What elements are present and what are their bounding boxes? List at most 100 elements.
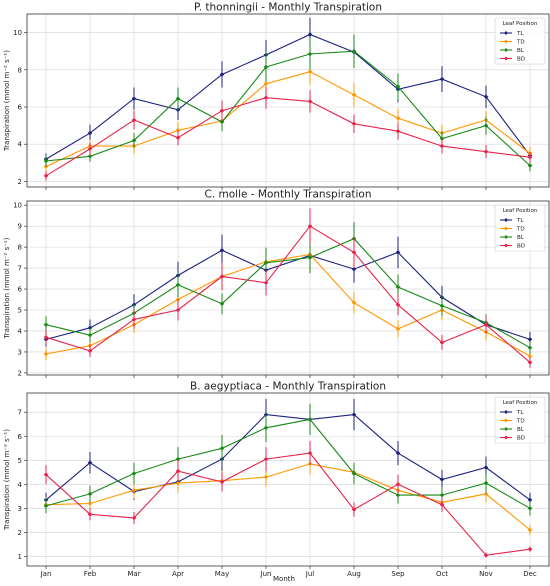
y-tick-label: 6: [18, 286, 23, 294]
y-tick-label: 4: [18, 481, 23, 489]
y-tick-label: 4: [18, 327, 23, 335]
y-tick-label: 4: [18, 141, 23, 149]
series-line: [45, 33, 531, 160]
legend-item-label: BD: [517, 57, 525, 63]
legend-swatch-marker: [504, 435, 508, 440]
data-point: [351, 266, 357, 272]
x-tick-label: Feb: [84, 570, 97, 578]
data-point: [307, 51, 313, 57]
series-line: [45, 225, 531, 363]
legend: Leaf Position TL TD BL BD: [494, 204, 546, 252]
data-point: [175, 135, 181, 141]
x-tick-label: Mar: [127, 570, 140, 578]
data-point: [263, 260, 269, 266]
data-point: [395, 482, 401, 487]
y-tick-label: 2: [18, 369, 22, 377]
x-tick-label: Apr: [172, 570, 184, 578]
chart-panel-1: 2 4 6 8 10 P. thonningii - Monthly Transpirat…: [3, 2, 550, 190]
data-point: [527, 353, 533, 359]
series-tl: [43, 17, 533, 165]
data-point: [439, 303, 445, 309]
data-point: [307, 69, 313, 74]
data-point: [263, 81, 269, 87]
data-point: [527, 154, 533, 160]
series-bd: [43, 208, 533, 368]
data-point: [131, 515, 137, 521]
legend-item-label: TD: [516, 40, 525, 46]
data-point: [219, 119, 225, 125]
y-tick-label: 3: [18, 505, 22, 513]
x-tick-label: Dec: [523, 570, 537, 578]
data-point: [527, 345, 533, 351]
y-tick-label: 6: [18, 104, 23, 112]
data-point: [527, 360, 533, 365]
data-point: [43, 503, 49, 509]
data-point: [439, 340, 445, 345]
data-point: [219, 301, 225, 307]
x-tick-label: Aug: [347, 570, 361, 578]
series-line: [45, 253, 531, 357]
data-point: [439, 492, 445, 498]
y-tick-label: 6: [18, 433, 23, 441]
data-point: [439, 136, 445, 141]
data-point: [43, 351, 49, 357]
data-point: [219, 247, 225, 253]
legend-box: [494, 17, 546, 65]
y-tick-label: 5: [18, 457, 22, 465]
legend-item-label: BL: [517, 48, 525, 54]
data-point: [395, 250, 401, 255]
plot-frame: [26, 13, 550, 188]
series-line: [45, 452, 531, 556]
series-tl: [43, 234, 533, 347]
legend-item-label: BL: [517, 235, 525, 241]
chart-title: C. molle - Monthly Transpiration: [205, 189, 372, 201]
data-point: [351, 471, 357, 476]
data-point: [527, 497, 533, 503]
data-point: [263, 280, 269, 286]
x-tick-label: Sep: [391, 570, 405, 578]
x-tick-label: Jul: [305, 570, 315, 578]
data-point: [439, 477, 445, 482]
data-point: [351, 300, 357, 305]
data-point: [351, 250, 357, 255]
legend-swatch-marker: [504, 427, 508, 431]
legend-swatch-marker: [504, 56, 508, 61]
data-point: [263, 425, 269, 431]
series-line: [45, 414, 531, 501]
data-point: [439, 143, 445, 149]
legend-item-label: TD: [516, 419, 525, 425]
y-tick-label: 7: [18, 409, 22, 417]
data-point: [87, 154, 93, 159]
y-axis-label: Transpiration (mmol m⁻² s⁻¹): [3, 50, 11, 152]
data-point: [483, 480, 489, 486]
data-point: [395, 450, 401, 456]
data-point: [175, 468, 181, 474]
y-tick-label: 2: [18, 178, 22, 186]
data-point: [395, 492, 401, 498]
legend-title: Leaf Position: [503, 21, 538, 27]
data-point: [351, 412, 357, 417]
x-tick-label: Oct: [436, 570, 448, 578]
chart-panel-3: 1 2 3 4 5 6 7 Jan Feb Mar Apr May Jun Jul Aug Sep Oct Nov…: [3, 381, 550, 578]
data-point: [43, 322, 49, 327]
y-axis-label: Transpiration (mmol m⁻² s⁻¹): [3, 429, 11, 531]
y-tick-label: 2: [18, 529, 22, 537]
data-point: [527, 546, 533, 552]
data-point: [87, 130, 93, 136]
legend-item-label: TL: [516, 218, 524, 224]
data-point: [263, 474, 269, 480]
plot-frame: [26, 392, 550, 567]
legend-item-label: TD: [516, 227, 525, 233]
y-tick-label: 10: [13, 29, 22, 37]
legend-box: [494, 396, 546, 444]
data-point: [439, 76, 445, 82]
data-point: [307, 255, 313, 260]
legend-swatch-marker: [504, 410, 508, 414]
series-line: [45, 463, 531, 531]
plot-frame: [26, 200, 550, 376]
data-point: [87, 491, 93, 497]
data-point: [527, 163, 533, 168]
data-point: [131, 96, 137, 101]
data-point: [219, 445, 225, 451]
data-point: [131, 317, 137, 322]
